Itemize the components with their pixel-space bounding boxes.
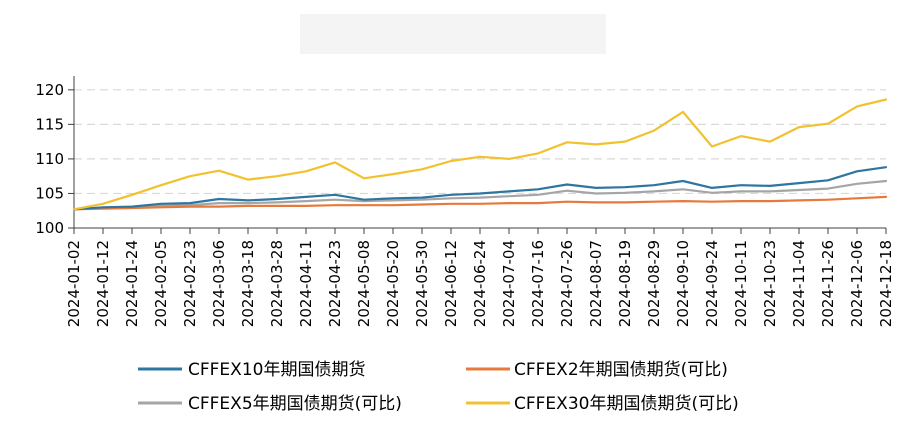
x-tick-label: 2024-01-24 [123,240,141,327]
x-tick-label: 2024-06-12 [442,240,460,327]
x-tick-label: 2024-06-24 [471,240,489,327]
x-tick-label: 2024-08-29 [645,240,663,327]
x-tick-label: 2024-05-30 [413,240,431,327]
x-tick-label: 2024-02-23 [181,240,199,327]
legend-label-30y: CFFEX30年期国债期货(可比) [514,394,739,414]
legend-item: CFFEX2年期国债期货(可比) [466,360,728,380]
legend: CFFEX10年期国债期货 CFFEX2年期国债期货(可比) CFFEX5年期国… [138,360,739,414]
legend-label-5y: CFFEX5年期国债期货(可比) [188,394,402,414]
legend-label-10y: CFFEX10年期国债期货 [188,360,365,380]
x-axis-ticks: 2024-01-02 2024-01-12 2024-01-24 2024-02-05… [65,228,895,327]
x-tick-label: 2024-05-08 [355,240,373,327]
series-line-1 [72,195,888,211]
x-tick-label: 2024-10-11 [732,240,750,327]
x-tick-label: 2024-02-05 [152,240,170,327]
series-line-2 [72,179,888,211]
x-tick-label: 2024-12-06 [848,240,866,327]
x-tick-label: 2024-07-26 [558,240,576,327]
series-line-0 [72,166,888,211]
title-placeholder [300,14,606,54]
legend-item: CFFEX5年期国债期货(可比) [138,394,402,414]
x-tick-label: 2024-08-19 [616,240,634,327]
y-tick-label: 120 [35,81,64,99]
x-tick-label: 2024-03-06 [210,240,228,327]
grid [74,89,886,195]
x-tick-label: 2024-09-10 [674,240,692,327]
x-tick-label: 2024-04-23 [326,240,344,327]
x-tick-label: 2024-04-11 [297,240,315,327]
x-tick-label: 2024-07-04 [500,240,518,327]
x-tick-label: 2024-11-26 [819,240,837,327]
x-tick-label: 2024-01-02 [65,240,83,327]
x-tick-label: 2024-08-07 [587,240,605,327]
legend-item: CFFEX10年期国债期货 [138,360,365,380]
x-tick-label: 2024-05-20 [384,240,402,327]
y-tick-label: 105 [35,184,64,202]
y-tick-label: 100 [35,219,64,237]
x-tick-label: 2024-10-23 [761,240,779,327]
series-lines [72,98,888,211]
y-axis-ticks: 100 105 110 115 120 [35,81,74,237]
x-tick-label: 2024-03-28 [268,240,286,327]
legend-item: CFFEX30年期国债期货(可比) [466,394,739,414]
x-tick-label: 2024-11-04 [790,240,808,327]
series-line-3 [72,98,888,211]
x-tick-label: 2024-01-12 [94,240,112,327]
x-tick-label: 2024-09-24 [703,240,721,327]
y-tick-label: 115 [35,115,64,133]
x-tick-label: 2024-12-18 [877,240,895,327]
legend-label-2y: CFFEX2年期国债期货(可比) [514,360,728,380]
x-tick-label: 2024-07-16 [529,240,547,327]
y-tick-label: 110 [35,150,64,168]
x-tick-label: 2024-03-18 [239,240,257,327]
